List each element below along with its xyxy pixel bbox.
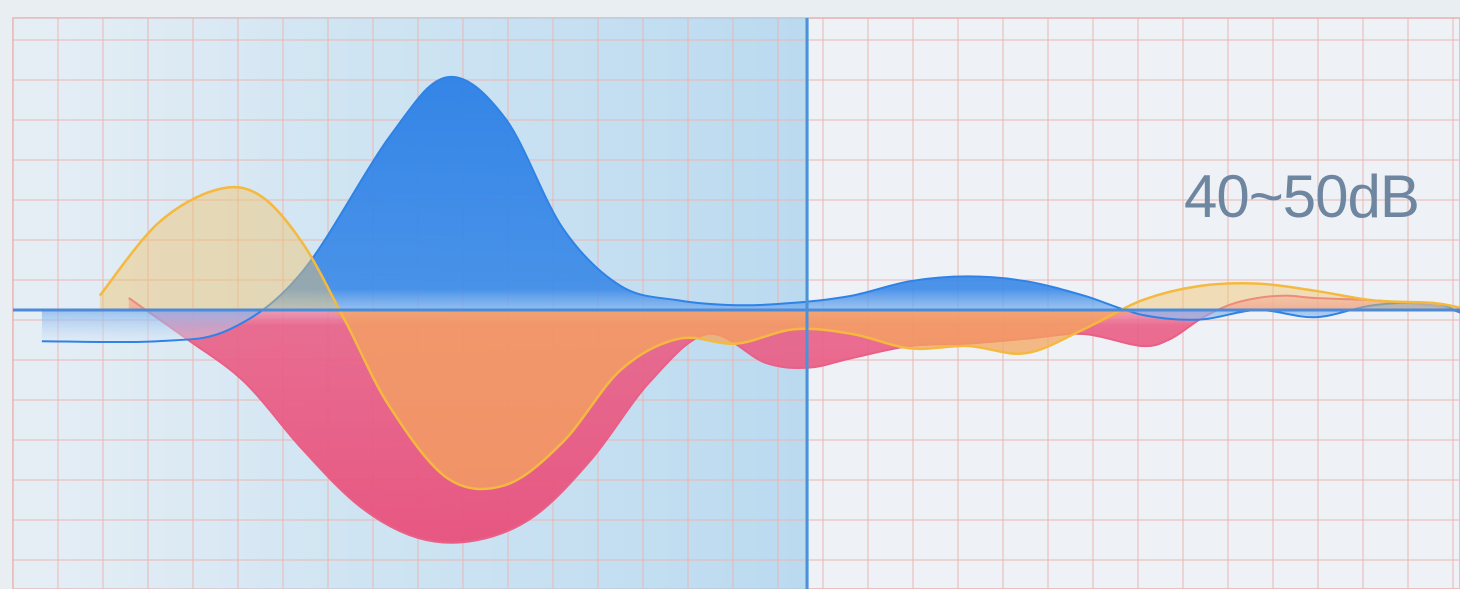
series-yellow-overlap bbox=[99, 308, 1460, 490]
db-range-label: 40~50dB bbox=[1184, 163, 1420, 230]
series-pink-line bbox=[128, 294, 1460, 544]
series-yellow-line bbox=[98, 185, 1460, 491]
series-blue-area bbox=[41, 76, 1460, 343]
